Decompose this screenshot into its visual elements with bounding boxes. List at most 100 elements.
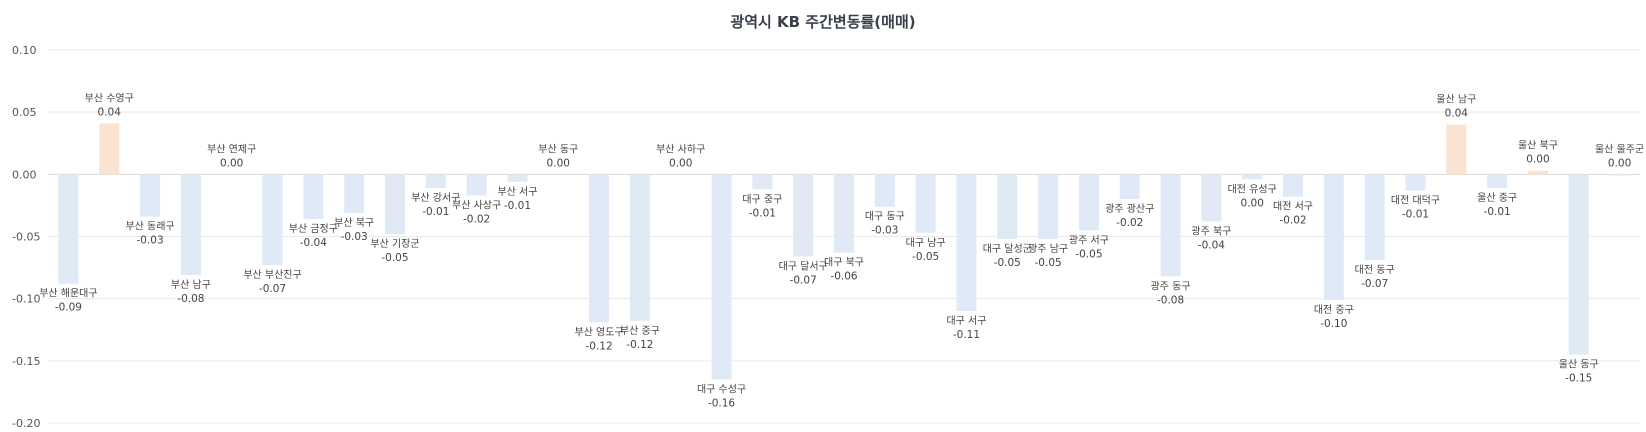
bar-category-label: 부산 금정구 — [289, 223, 338, 235]
bar-value-label: -0.02 — [1279, 215, 1306, 227]
bar — [1568, 174, 1589, 355]
bar-category-label: 대전 동구 — [1355, 264, 1395, 276]
bar-category-label: 울산 울주군 — [1595, 143, 1644, 155]
bar-value-label: -0.01 — [1484, 206, 1511, 218]
bar — [58, 174, 79, 284]
bar-category-label: 부산 해운대구 — [39, 287, 97, 300]
bar-value-label: -0.09 — [55, 302, 82, 314]
bar-value-label: 0.00 — [1526, 154, 1549, 166]
bar-value-label: -0.02 — [463, 213, 490, 225]
bar-value-label: -0.04 — [300, 237, 327, 249]
y-tick-label: -0.05 — [12, 231, 40, 244]
bar — [1364, 174, 1385, 261]
bar — [874, 174, 895, 207]
bar-value-label: -0.02 — [1116, 217, 1143, 229]
bar-value-label: -0.01 — [504, 200, 531, 212]
bar-category-label: 광주 동구 — [1151, 280, 1191, 292]
bar-value-label: -0.01 — [749, 207, 776, 219]
bar-value-label: -0.01 — [422, 206, 449, 218]
chart-title: 광역시 KB 주간변동률(매매) — [730, 13, 915, 31]
bar-value-label: -0.08 — [177, 293, 204, 305]
bar — [1527, 170, 1548, 175]
bar-category-label: 부산 중구 — [620, 325, 660, 337]
bar — [997, 174, 1018, 239]
bar — [303, 174, 324, 220]
y-tick-label: -0.10 — [12, 293, 40, 306]
bar — [711, 174, 732, 380]
bar — [1405, 174, 1426, 191]
bar-category-label: 대전 중구 — [1314, 304, 1354, 316]
bar-value-label: -0.05 — [1035, 257, 1062, 269]
bar-value-label: -0.05 — [381, 252, 408, 264]
bar — [99, 123, 120, 175]
bar-category-label: 대구 수성구 — [697, 383, 746, 395]
bar — [1283, 174, 1304, 197]
bar-category-label: 부산 기장군 — [370, 238, 419, 250]
grid-layer: 0.10 0.05 0.00 -0.05 -0.10 -0.15 -0.20 — [12, 44, 1640, 430]
bar-value-label: 0.00 — [669, 157, 692, 169]
bar-value-label: -0.07 — [790, 274, 817, 286]
bar-value-label: 0.04 — [1445, 108, 1469, 120]
bar-value-label: -0.08 — [1157, 294, 1184, 306]
bar-category-label: 대구 동구 — [865, 211, 905, 223]
bar-value-label: -0.12 — [626, 339, 653, 351]
bar-value-label: -0.07 — [259, 283, 286, 295]
y-tick-label: 0.10 — [12, 44, 37, 57]
bar-category-label: 부산 강서구 — [411, 192, 460, 204]
bar-category-label: 부산 동래구 — [125, 221, 174, 233]
bar-category-label: 부산 부산진구 — [243, 269, 301, 281]
bar — [1609, 174, 1630, 176]
bar-category-label: 울산 북구 — [1518, 140, 1558, 152]
y-tick-label: -0.15 — [12, 355, 40, 368]
bar-category-label: 부산 사하구 — [656, 142, 705, 155]
bar-value-label: -0.04 — [1198, 240, 1225, 252]
bar — [466, 174, 487, 196]
bar — [589, 174, 610, 323]
bar-category-label: 대전 서구 — [1273, 201, 1313, 213]
bar — [834, 174, 854, 253]
bar-category-label: 대구 서구 — [946, 315, 986, 327]
bar — [180, 174, 201, 276]
bar-category-label: 대전 유성구 — [1228, 183, 1277, 195]
bar-value-label: -0.05 — [1075, 248, 1102, 260]
bar-category-label: 울산 중구 — [1477, 192, 1517, 204]
bar-category-label: 부산 북구 — [334, 217, 374, 229]
bar-category-label: 부산 남구 — [171, 279, 211, 291]
bar-value-label: 0.00 — [220, 157, 243, 169]
bar-value-label: -0.05 — [994, 257, 1021, 269]
bar-value-label: -0.10 — [1320, 318, 1347, 330]
y-tick-label: -0.20 — [12, 417, 40, 430]
bar-category-label: 부산 사상구 — [452, 199, 501, 211]
bar-category-label: 대구 북구 — [824, 257, 864, 269]
bar-value-label: -0.16 — [708, 397, 735, 409]
bar — [384, 174, 405, 235]
bar-category-label: 부산 서구 — [497, 186, 537, 198]
bar-value-label: -0.03 — [871, 225, 898, 237]
bar — [956, 174, 977, 312]
bar-value-label: 0.04 — [98, 106, 122, 118]
bar — [915, 174, 936, 233]
bar — [1119, 174, 1140, 200]
bar-category-label: 부산 수영구 — [85, 92, 134, 104]
bar-category-label: 대구 달서구 — [779, 260, 828, 272]
bar-value-label: -0.06 — [830, 271, 857, 283]
bar — [1201, 174, 1222, 222]
labels-layer: 부산 해운대구 -0.09 부산 수영구 0.04 부산 동래구 -0.03 부산 남구 -0… — [39, 92, 1644, 409]
bar — [262, 174, 283, 266]
bar-category-label: 울산 동구 — [1559, 359, 1599, 371]
bar — [1323, 174, 1344, 300]
bar-category-label: 울산 남구 — [1436, 94, 1476, 106]
bar-value-label: -0.15 — [1565, 373, 1592, 385]
y-tick-label: 0.00 — [12, 168, 37, 181]
bar — [140, 174, 161, 217]
bar — [752, 174, 773, 190]
bar-category-label: 광주 남구 — [1028, 243, 1068, 255]
bar-category-label: 부산 연제구 — [207, 143, 256, 155]
bar-value-label: -0.03 — [341, 231, 368, 243]
bar-value-label: -0.03 — [136, 235, 163, 247]
bar — [793, 174, 814, 257]
bar — [1242, 174, 1263, 180]
bar-value-label: -0.11 — [953, 329, 980, 341]
